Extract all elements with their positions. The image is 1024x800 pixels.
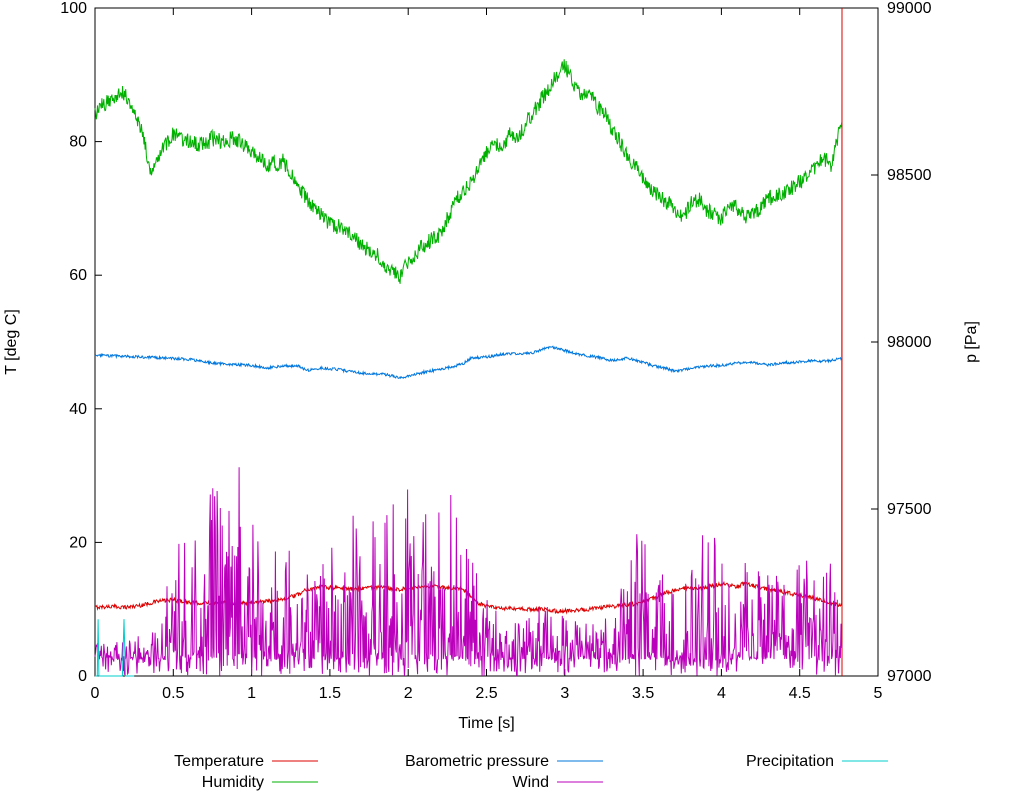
x-axis-label: Time [s] [458, 715, 514, 732]
legend-label-wind: Wind [513, 774, 549, 791]
y-left-tick-label: 80 [69, 134, 87, 151]
legend-label-temperature: Temperature [174, 753, 264, 770]
x-tick-label: 2 [404, 685, 413, 702]
y-right-tick-label: 97500 [887, 501, 932, 518]
y-right-tick-label: 97000 [887, 668, 932, 685]
x-tick-label: 3.5 [632, 685, 654, 702]
y-left-tick-label: 100 [60, 0, 87, 17]
series-barometric-pressure-line [94, 345, 843, 380]
x-tick-label: 0 [91, 685, 100, 702]
y-left-tick-label: 20 [69, 534, 87, 551]
y-left-axis-label: T [deg C] [3, 309, 20, 375]
x-tick-label: 0.5 [162, 685, 184, 702]
x-tick-label: 1 [247, 685, 256, 702]
y-right-tick-label: 98000 [887, 334, 932, 351]
legend-label-precipitation: Precipitation [746, 753, 834, 770]
y-left-tick-label: 0 [78, 668, 87, 685]
x-tick-label: 4.5 [789, 685, 811, 702]
legend-label-humidity: Humidity [202, 774, 264, 791]
series-precipitation-line [95, 619, 135, 677]
x-tick-label: 1.5 [319, 685, 341, 702]
y-left-tick-label: 60 [69, 267, 87, 284]
y-right-tick-label: 98500 [887, 167, 932, 184]
x-tick-label: 4 [717, 685, 726, 702]
series-humidity-line [94, 59, 843, 284]
legend-label-barometric-pressure: Barometric pressure [405, 753, 549, 770]
y-left-tick-label: 40 [69, 401, 87, 418]
x-tick-label: 3 [560, 685, 569, 702]
y-right-tick-label: 99000 [887, 0, 932, 17]
x-tick-label: 2.5 [475, 685, 497, 702]
series-wind-line [94, 467, 843, 677]
y-right-axis-label: p [Pa] [963, 321, 980, 363]
x-tick-label: 5 [874, 685, 883, 702]
